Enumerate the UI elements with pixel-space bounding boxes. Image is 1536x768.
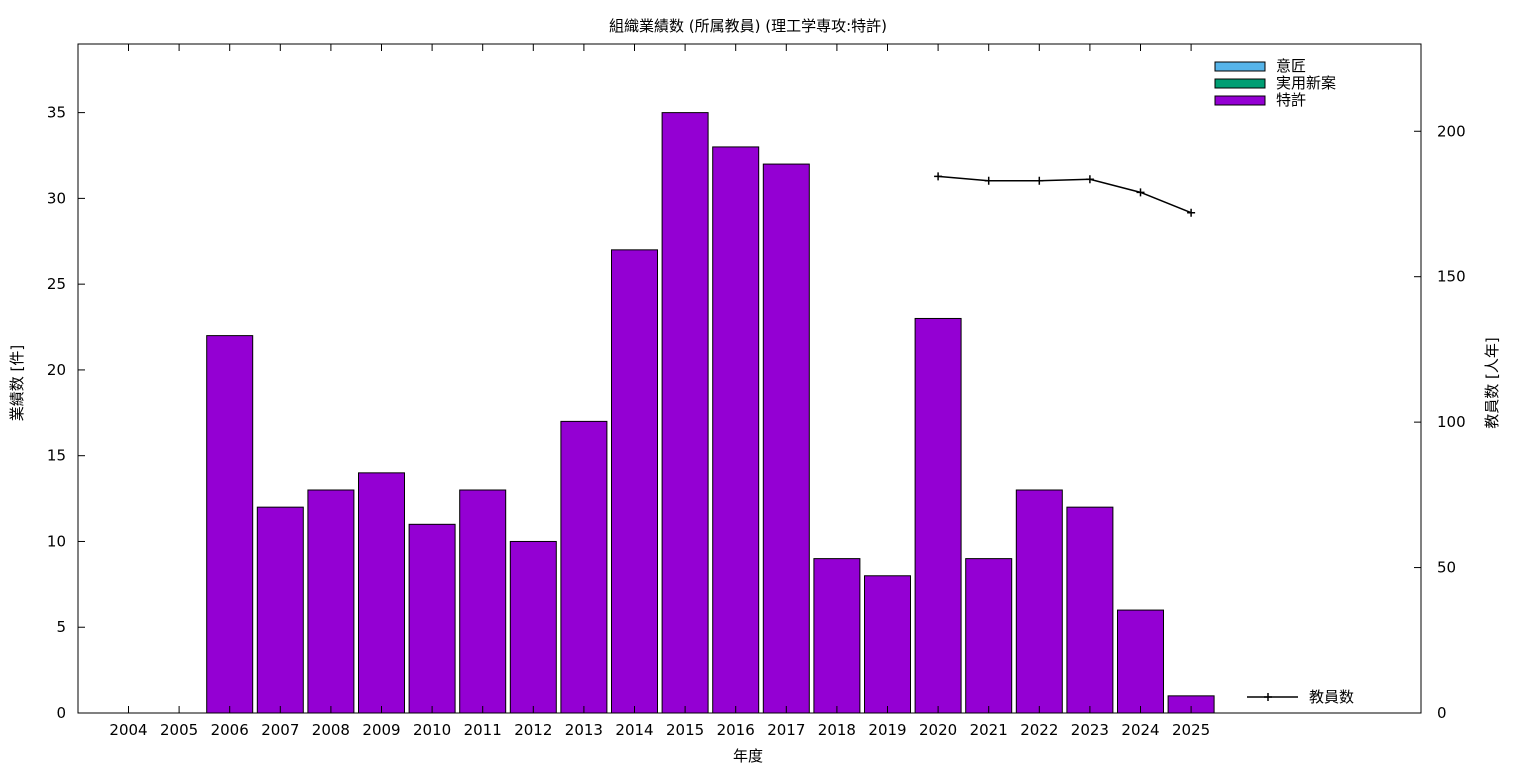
bar-2020 xyxy=(914,317,962,714)
x-tick-label-2015: 2015 xyxy=(666,721,704,739)
legend-label-意匠: 意匠 xyxy=(1276,57,1306,75)
bar-2018 xyxy=(813,558,861,714)
line-教員数 xyxy=(938,175,1192,214)
line-point-2021 xyxy=(984,176,993,185)
bar-2009 xyxy=(358,472,405,714)
x-tick-label-2011: 2011 xyxy=(464,721,502,739)
bar-2022 xyxy=(1015,489,1063,714)
x-tick-label-2008: 2008 xyxy=(312,721,350,739)
legend-swatch-実用新案 xyxy=(1214,78,1266,89)
legend-label-教員数: 教員数 xyxy=(1309,688,1354,706)
y-tick-label-10: 10 xyxy=(47,532,66,550)
bar-2024 xyxy=(1117,609,1164,714)
x-tick-label-2024: 2024 xyxy=(1121,721,1159,739)
x-tick-label-2018: 2018 xyxy=(818,721,856,739)
bar-2010 xyxy=(408,523,456,714)
x-tick-label-2014: 2014 xyxy=(615,721,653,739)
y2-tick-label-50: 50 xyxy=(1437,559,1456,577)
bar-2006 xyxy=(206,335,254,714)
legend-label-実用新案: 実用新案 xyxy=(1276,74,1336,92)
legend-swatch-意匠 xyxy=(1214,61,1266,72)
y2-axis-label: 教員数 [人年] xyxy=(1483,337,1501,428)
bar-2008 xyxy=(307,489,355,714)
x-tick-label-2023: 2023 xyxy=(1071,721,1109,739)
bar-2021 xyxy=(965,558,1013,714)
bar-2007 xyxy=(256,506,304,714)
bar-2023 xyxy=(1066,506,1114,714)
y2-tick-label-100: 100 xyxy=(1437,413,1466,431)
bar-2019 xyxy=(864,575,911,714)
x-tick-label-2019: 2019 xyxy=(868,721,906,739)
y-tick-label-35: 35 xyxy=(47,104,66,122)
x-tick-label-2022: 2022 xyxy=(1020,721,1058,739)
plot-frame xyxy=(77,43,1422,714)
legend-marker-教員数 xyxy=(1264,693,1272,701)
x-tick-label-2004: 2004 xyxy=(109,721,147,739)
x-tick-label-2016: 2016 xyxy=(717,721,755,739)
y-tick-label-0: 0 xyxy=(56,704,66,722)
bar-2011 xyxy=(459,489,507,714)
x-tick-label-2025: 2025 xyxy=(1172,721,1210,739)
x-tick-label-2013: 2013 xyxy=(565,721,603,739)
legend-swatch-特許 xyxy=(1214,95,1266,106)
x-tick-label-2005: 2005 xyxy=(160,721,198,739)
y-tick-label-5: 5 xyxy=(56,618,66,636)
legend-label-特許: 特許 xyxy=(1276,91,1306,109)
line-point-2024 xyxy=(1136,188,1145,197)
y-tick-label-20: 20 xyxy=(47,361,66,379)
y2-tick-label-150: 150 xyxy=(1437,268,1466,286)
x-axis-label: 年度 xyxy=(733,747,763,765)
x-tick-label-2010: 2010 xyxy=(413,721,451,739)
plot-area: 2004 2005 2006 2007 2008 2009 2010 2011 2012 2013… xyxy=(47,43,1466,739)
bar-2012 xyxy=(509,540,557,714)
line-point-2020 xyxy=(934,172,943,181)
x-tick-label-2017: 2017 xyxy=(767,721,805,739)
line-point-2025 xyxy=(1187,208,1196,217)
x-tick-label-2012: 2012 xyxy=(514,721,552,739)
bar-2013 xyxy=(560,420,608,714)
y-tick-label-25: 25 xyxy=(47,275,66,293)
y-axis-label: 業績数 [件] xyxy=(8,345,26,421)
bar-2015 xyxy=(661,112,709,714)
line-point-2023 xyxy=(1085,175,1094,184)
bar-2017 xyxy=(762,163,810,714)
x-tick-label-2009: 2009 xyxy=(362,721,400,739)
bar-2014 xyxy=(611,249,658,714)
chart-title: 組織業績数 (所属教員) (理工学専攻:特許) xyxy=(609,17,887,35)
x-tick-label-2021: 2021 xyxy=(970,721,1008,739)
x-tick-label-2006: 2006 xyxy=(211,721,249,739)
y-tick-label-15: 15 xyxy=(47,447,66,465)
y2-tick-label-0: 0 xyxy=(1437,704,1447,722)
bar-2016 xyxy=(712,146,760,714)
y2-tick-label-200: 200 xyxy=(1437,122,1466,140)
line-point-2022 xyxy=(1035,176,1044,185)
y-tick-label-30: 30 xyxy=(47,189,66,207)
x-tick-label-2020: 2020 xyxy=(919,721,957,739)
x-tick-label-2007: 2007 xyxy=(261,721,299,739)
